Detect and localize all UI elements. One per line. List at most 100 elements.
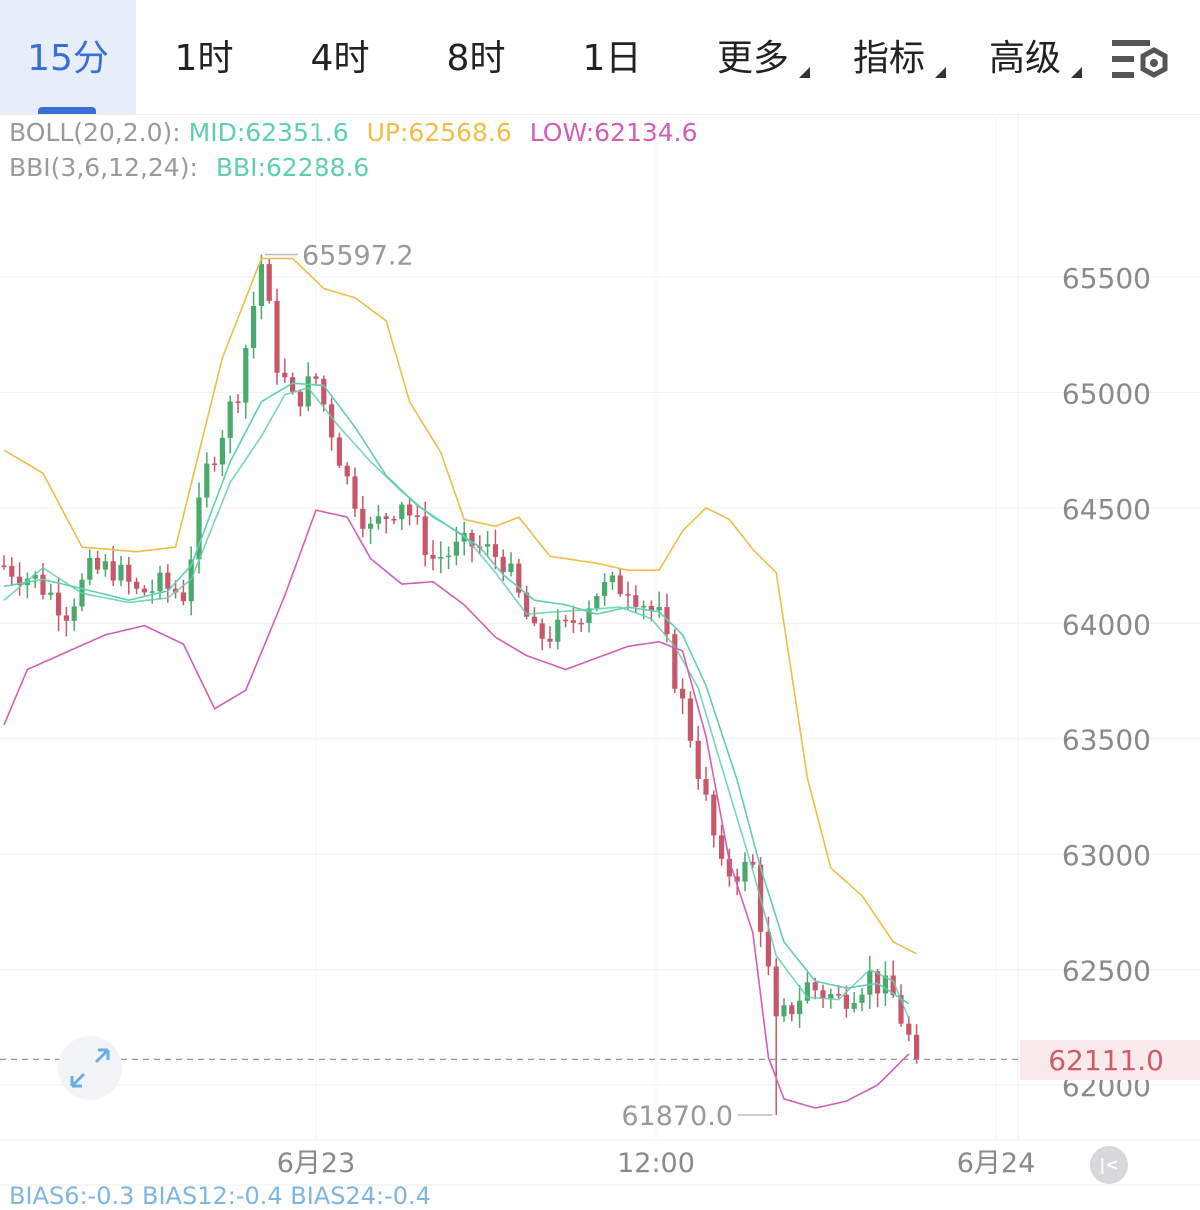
candle-body [734, 876, 740, 882]
candle-body [890, 975, 896, 996]
expand-icon[interactable] [58, 1036, 122, 1100]
candle-body [531, 616, 537, 624]
candle-body [399, 504, 405, 520]
interval-tab-bar: 15分 1时 4时 8时 1日 更多 指标 高级 [0, 0, 1200, 115]
candle-body [859, 994, 865, 1003]
candle-body [485, 544, 491, 547]
candle-body [1, 565, 7, 568]
candle-body [508, 563, 514, 573]
candle-body [539, 623, 545, 639]
boll-up: UP:62568.6 [366, 118, 512, 147]
tab-1d[interactable]: 1日 [554, 0, 670, 114]
candle-body [368, 523, 374, 529]
candle-body [305, 376, 311, 407]
candle-body [882, 975, 888, 994]
candle-body [680, 688, 686, 699]
candle-body [594, 596, 600, 609]
candle-body [711, 794, 717, 836]
last-price-value: 62111.0 [1048, 1044, 1164, 1077]
tab-4h[interactable]: 4时 [282, 0, 398, 114]
candle-body [196, 497, 202, 560]
dropdown-caret-icon [799, 67, 810, 78]
candle-body [789, 1005, 795, 1015]
candle-body [726, 858, 732, 877]
candle-body [9, 565, 15, 577]
candle-body [360, 508, 366, 529]
candle-body [875, 971, 881, 994]
candle-body [617, 575, 623, 595]
candle-body [266, 264, 272, 301]
candle-body [383, 516, 389, 520]
candle-body [40, 574, 46, 595]
tab-more-label: 更多 [716, 38, 789, 79]
dropdown-caret-icon [1071, 67, 1082, 78]
candle-body [243, 348, 249, 403]
tab-indicators[interactable]: 指标 [834, 0, 946, 114]
tab-more[interactable]: 更多 [698, 0, 810, 114]
candle-body [524, 592, 530, 617]
candle-body [453, 541, 459, 556]
boll-legend: BOLL(20,2.0): MID:62351.6 UP:62568.6 LOW… [9, 118, 708, 147]
candle-body [204, 463, 210, 498]
candle-body [430, 555, 436, 559]
price-tick-label: 64000 [1062, 608, 1151, 641]
candle-body [867, 971, 873, 995]
candle-body [563, 619, 569, 622]
tab-indicators-label: 指标 [852, 38, 925, 79]
tab-8h[interactable]: 8时 [418, 0, 534, 114]
candle-body [102, 561, 108, 570]
tab-advanced[interactable]: 高级 [970, 0, 1082, 114]
candle-body [235, 401, 241, 403]
candle-body [141, 588, 147, 593]
candle-body [63, 615, 69, 621]
candle-body [695, 740, 701, 779]
candle-body [180, 592, 186, 602]
chart-settings-icon[interactable] [1110, 36, 1174, 82]
boll-low: LOW:62134.6 [529, 118, 698, 147]
candle-body [906, 1023, 912, 1035]
candle-body [703, 778, 709, 795]
tab-advanced-label: 高级 [988, 38, 1061, 79]
price-tick-label: 62500 [1062, 955, 1151, 988]
scroll-to-latest-icon[interactable]: |< [1090, 1146, 1128, 1184]
candle-body [664, 607, 670, 635]
candle-body [48, 592, 54, 595]
candle-body [251, 306, 257, 349]
candle-body [500, 556, 506, 573]
candle-body [578, 622, 584, 625]
tab-1h-label: 1时 [174, 38, 234, 79]
indicator-lines [3, 257, 917, 1109]
candle-body [212, 463, 218, 465]
candle-body [32, 574, 38, 579]
candle-body [329, 404, 335, 438]
candles [1, 254, 920, 1116]
candle-body [118, 564, 124, 581]
candle-body [17, 576, 23, 586]
tab-15min[interactable]: 15分 [0, 0, 136, 114]
line-low [3, 509, 910, 1109]
candle-body [516, 563, 522, 593]
candle-body [297, 391, 303, 407]
candle-body [422, 516, 428, 556]
candle-body [126, 564, 132, 582]
candle-body [851, 1002, 857, 1009]
candle-body [570, 620, 576, 623]
bias-legend: BIAS6:-0.3 BIAS12:-0.4 BIAS24:-0.4 [9, 1182, 431, 1210]
candle-body [773, 966, 779, 1017]
candle-body [173, 588, 179, 593]
candle-body [352, 476, 358, 509]
candle-body [165, 572, 171, 589]
candle-body [797, 1000, 803, 1015]
tab-1d-label: 1日 [582, 38, 642, 79]
time-tick-label: 12:00 [617, 1148, 695, 1179]
tab-1h[interactable]: 1时 [146, 0, 262, 114]
chart-grid [0, 114, 1200, 1186]
line-up [3, 257, 917, 955]
dropdown-caret-icon [935, 67, 946, 78]
extreme-markers: 65597.2 61870.0 [0, 241, 1020, 1132]
candle-body [258, 264, 264, 307]
line-bbi [3, 386, 910, 1019]
last-price-tag: 62111.0 [1020, 1040, 1200, 1080]
